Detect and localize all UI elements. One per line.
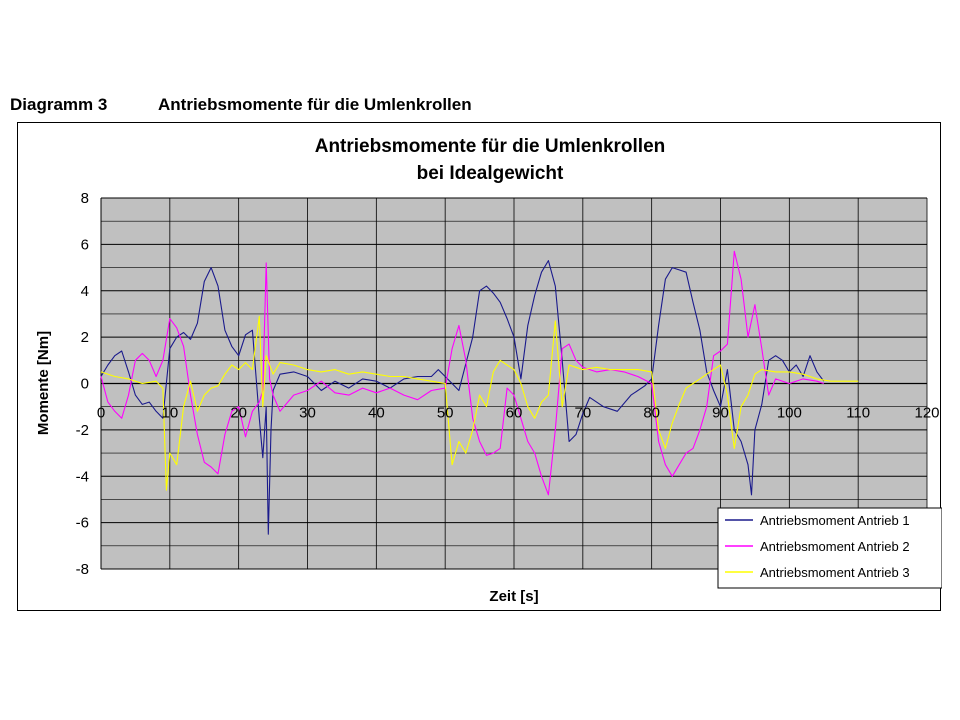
y-tick-label: 4 xyxy=(81,283,89,300)
x-tick-label: 40 xyxy=(368,405,385,422)
legend-box xyxy=(717,507,942,589)
x-tick-label: 20 xyxy=(230,405,247,422)
y-tick-label: -6 xyxy=(76,515,89,532)
chart-frame: Antriebsmomente für die Umlenkrollen bei… xyxy=(17,122,942,611)
figure-caption: Diagramm 3 Antriebsmomente für die Umlenk… xyxy=(10,95,472,115)
y-tick-label: 6 xyxy=(81,236,89,253)
x-tick-label: 80 xyxy=(643,405,660,422)
legend-label-1: Antriebsmoment Antrieb 1 xyxy=(760,513,910,528)
chart-title-line-2: bei Idealgewicht xyxy=(417,163,564,184)
x-axis-label: Zeit [s] xyxy=(489,588,538,605)
x-tick-label: 30 xyxy=(299,405,316,422)
chart-title-line-1: Antriebsmomente für die Umlenkrollen xyxy=(315,136,666,157)
legend: Antriebsmoment Antrieb 1 Antriebsmoment A… xyxy=(717,507,942,589)
x-tick-label: 110 xyxy=(846,405,870,422)
x-tick-label: 100 xyxy=(777,405,802,422)
figure-number: Diagramm 3 xyxy=(10,95,108,114)
series-line-3 xyxy=(100,315,859,491)
x-tick-label: 10 xyxy=(161,405,178,422)
y-tick-label: 2 xyxy=(81,329,89,346)
y-axis-label: Momente [Nm] xyxy=(35,331,52,435)
x-tick-label: 50 xyxy=(437,405,454,422)
y-tick-label: 8 xyxy=(81,190,89,207)
series-line-2 xyxy=(100,250,824,496)
y-tick-label: -8 xyxy=(76,561,89,578)
x-tick-labels: 0 10 20 30 40 50 60 70 80 90 100 110 120 xyxy=(97,405,940,422)
y-tick-label: -2 xyxy=(76,422,89,439)
x-tick-label: 0 xyxy=(97,405,105,422)
legend-label-2: Antriebsmoment Antrieb 2 xyxy=(760,539,910,554)
series-line-1 xyxy=(100,260,825,535)
x-tick-label: 90 xyxy=(712,405,729,422)
legend-label-3: Antriebsmoment Antrieb 3 xyxy=(760,565,910,580)
x-tick-label: 70 xyxy=(574,405,591,422)
chart: Antriebsmomente für die Umlenkrollen bei… xyxy=(35,136,942,605)
y-tick-label: -4 xyxy=(76,468,89,485)
figure-caption-text: Antriebsmomente für die Umlenkrollen xyxy=(158,95,472,114)
y-tick-labels: 8 6 4 2 0 -2 -4 -6 -8 xyxy=(76,190,89,578)
x-tick-label: 120 xyxy=(914,405,939,422)
y-tick-label: 0 xyxy=(81,376,89,393)
series-lines xyxy=(100,250,859,535)
x-tick-label: 60 xyxy=(506,405,523,422)
